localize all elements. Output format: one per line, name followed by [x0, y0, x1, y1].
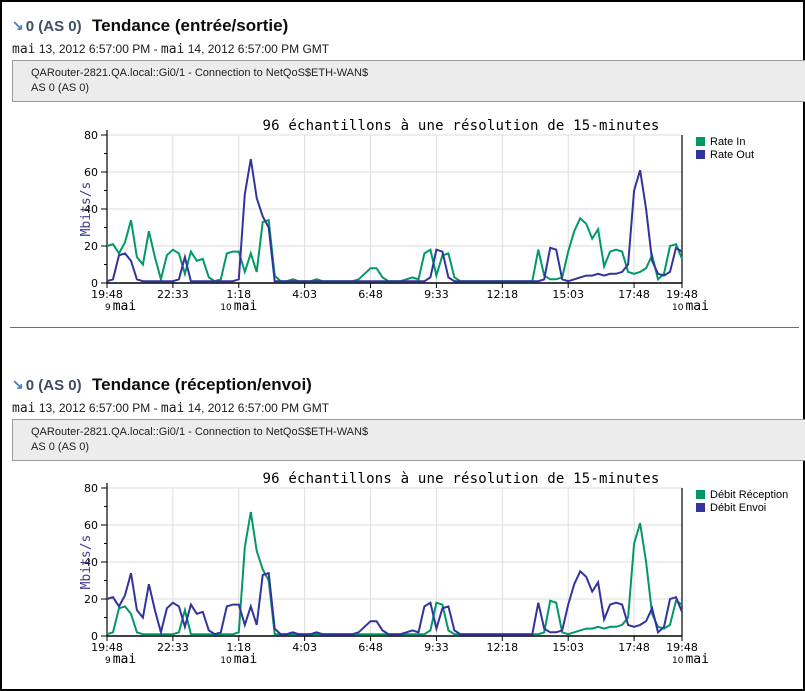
source-line: AS 0 (AS 0) — [31, 82, 90, 94]
date-text: 13, 2012 6:57:00 PM - — [35, 401, 161, 415]
series-line-rate-out — [106, 158, 683, 283]
x-tick-label: 12:18 — [486, 641, 518, 654]
legend-swatch — [696, 150, 705, 159]
section1-source-box: QARouter-2821.QA.local::Gi0/1 - Connecti… — [12, 60, 805, 102]
month-text: mai — [160, 401, 185, 416]
legend-swatch — [696, 490, 705, 499]
y-tick-label: 40 — [84, 556, 98, 569]
x-tick-label: 15:03 — [552, 288, 584, 301]
y-tick-label: 0 — [91, 630, 98, 643]
legend-label: Rate In — [710, 136, 745, 148]
day-label: 10 mai — [220, 652, 257, 667]
y-axis-label: Mbits/s — [79, 535, 94, 590]
source-line: AS 0 (AS 0) — [31, 441, 90, 453]
day-label: 10 mai — [672, 652, 709, 667]
date-text: 14, 2012 6:57:00 PM GMT — [184, 42, 330, 56]
y-tick-label: 80 — [84, 129, 98, 142]
month-text: mai — [12, 42, 36, 57]
day-label: 9 mai — [105, 652, 136, 667]
legend-label: Débit Réception — [710, 489, 788, 501]
drilldown-arrow-icon[interactable]: ↘ — [12, 376, 24, 392]
month-text: mai — [12, 401, 36, 416]
y-tick-label: 60 — [84, 166, 98, 179]
y-tick-label: 80 — [84, 482, 98, 495]
x-tick-label: 4:03 — [292, 641, 317, 654]
series-line-d-bit-r-ception — [106, 511, 683, 636]
legend-label: Rate Out — [710, 149, 754, 161]
x-tick-label: 1:18 — [226, 641, 251, 654]
day-label: 9 mai — [105, 299, 136, 314]
chart-title: 96 échantillons à une résolution de 15-m… — [263, 118, 660, 134]
x-tick-label: 9:33 — [424, 288, 449, 301]
x-tick-label: 6:48 — [358, 288, 383, 301]
source-line: QARouter-2821.QA.local::Gi0/1 - Connecti… — [31, 426, 369, 438]
legend-swatch — [696, 137, 705, 146]
section2-source-box: QARouter-2821.QA.local::Gi0/1 - Connecti… — [12, 419, 805, 461]
x-tick-label: 15:03 — [552, 641, 584, 654]
day-label: 10 mai — [220, 299, 257, 314]
x-tick-label: 1:18 — [226, 288, 251, 301]
x-tick-label: 17:48 — [618, 641, 650, 654]
legend-label: Débit Envoi — [710, 502, 766, 514]
section-separator — [10, 327, 799, 328]
trend-chart-rx-tx: 0 20 40 60 80 19:48 22:33 1:18 4:03 6:48 9:33 12:18… — [79, 471, 788, 667]
date-text: 13, 2012 6:57:00 PM - — [35, 42, 161, 56]
y-tick-label: 60 — [84, 519, 98, 532]
x-tick-label: 9:33 — [424, 641, 449, 654]
section2-title: Tendance (réception/envoi) — [92, 375, 312, 394]
series-line-rate-in — [106, 216, 683, 284]
x-tick-label: 19:48 — [91, 641, 123, 654]
x-tick-label: 6:48 — [358, 641, 383, 654]
section1-header: ↘ 0 (AS 0) Tendance (entrée/sortie) — [12, 16, 288, 36]
drilldown-arrow-icon[interactable]: ↘ — [12, 17, 24, 33]
legend-swatch — [696, 503, 705, 512]
as-number-label: 0 (AS 0) — [25, 377, 82, 394]
x-tick-label: 4:03 — [292, 288, 317, 301]
as-number-label: 0 (AS 0) — [25, 18, 82, 35]
chart-title: 96 échantillons à une résolution de 15-m… — [263, 471, 660, 487]
x-tick-label: 12:18 — [486, 288, 518, 301]
section2-header: ↘ 0 (AS 0) Tendance (réception/envoi) — [12, 375, 312, 395]
x-tick-label: 19:48 — [666, 641, 698, 654]
date-text: 14, 2012 6:57:00 PM GMT — [184, 401, 330, 415]
trend-chart-in-out: 0 20 40 60 80 19:48 22:33 1:18 4:03 6:48 9:33 12:18… — [79, 118, 754, 314]
y-tick-label: 40 — [84, 203, 98, 216]
x-tick-label: 19:48 — [91, 288, 123, 301]
day-label: 10 mai — [672, 299, 709, 314]
x-tick-label: 22:33 — [157, 288, 189, 301]
x-tick-label: 17:48 — [618, 288, 650, 301]
x-tick-label: 19:48 — [666, 288, 698, 301]
y-tick-label: 20 — [84, 240, 98, 253]
source-line: QARouter-2821.QA.local::Gi0/1 - Connecti… — [31, 67, 369, 79]
month-text: mai — [160, 42, 185, 57]
y-axis-label: Mbits/s — [79, 182, 94, 237]
series-line-d-bit-envoi — [106, 569, 683, 637]
section2-date-range: mai 13, 2012 6:57:00 PM - mai 14, 2012 6… — [12, 401, 329, 416]
section1-title: Tendance (entrée/sortie) — [92, 16, 289, 35]
section1-date-range: mai 13, 2012 6:57:00 PM - mai 14, 2012 6… — [12, 42, 329, 57]
y-tick-label: 20 — [84, 593, 98, 606]
x-tick-label: 22:33 — [157, 641, 189, 654]
y-tick-label: 0 — [91, 277, 98, 290]
